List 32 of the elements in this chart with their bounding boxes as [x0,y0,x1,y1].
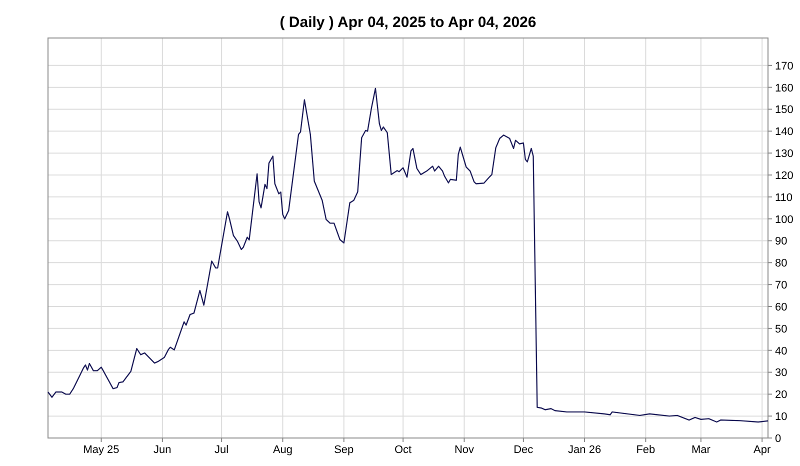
x-tick-label: Jun [154,444,172,456]
x-tick-label: Aug [272,444,293,456]
y-tick-label: 10 [775,411,788,424]
y-tick-label: 170 [775,60,794,72]
y-tick-label: 130 [775,148,794,160]
y-tick-label: 140 [775,126,794,138]
y-tick-label: 110 [775,192,793,204]
x-tick-label: Nov [454,444,474,456]
y-tick-label: 50 [775,323,788,336]
y-tick-label: 160 [775,82,794,94]
chart-title: ( Daily ) Apr 04, 2025 to Apr 04, 2026 [280,14,536,31]
y-tick-label: 80 [775,258,788,270]
x-tick-label: Apr [754,444,771,456]
x-tick-label: Dec [514,444,534,456]
y-tick-label: 120 [775,170,794,182]
x-tick-label: Mar [691,444,711,456]
x-tick-label: Feb [636,444,656,456]
x-tick-label: Oct [394,444,412,456]
y-tick-label: 60 [775,301,788,314]
y-tick-label: 30 [775,367,788,380]
y-tick-label: 40 [775,345,788,358]
y-tick-label: 20 [775,389,788,402]
y-tick-label: 150 [775,104,794,116]
line-series [47,88,769,423]
x-tick-label: Jan 26 [568,444,602,456]
x-tick-label: Sep [334,444,354,456]
y-tick-label: 70 [775,280,788,292]
y-tick-label: 0 [775,433,782,445]
x-tick-label: Jul [214,444,229,456]
y-tick-label: 100 [775,214,794,226]
x-tick-label: May 25 [83,444,120,456]
y-tick-label: 90 [775,236,788,248]
